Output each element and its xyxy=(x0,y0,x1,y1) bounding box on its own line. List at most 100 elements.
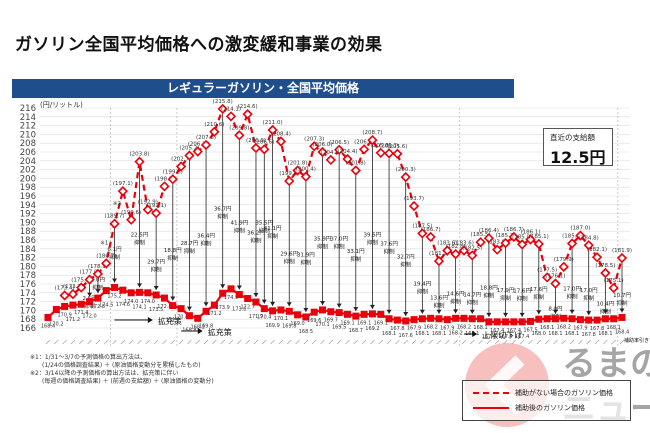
data-point-with-subsidy xyxy=(94,294,102,302)
data-label-with-subsidy: 168.1 xyxy=(548,331,562,337)
subsidy-label: 37.6円 xyxy=(380,241,398,248)
data-point-with-subsidy xyxy=(252,298,260,306)
data-label-with-subsidy: 169.8 xyxy=(282,323,296,329)
subsidy-label: 抑制 xyxy=(267,232,279,240)
data-point-without-subsidy xyxy=(475,237,486,248)
data-label-without-subsidy: (182.8) xyxy=(446,244,466,250)
data-label-without-subsidy: (185.1) xyxy=(529,234,549,240)
data-label-with-subsidy: 171.4 xyxy=(74,310,88,316)
data-label-without-subsidy: (208.4) xyxy=(271,131,291,137)
dashed-line-swatch-icon xyxy=(473,392,509,394)
data-point-with-subsidy xyxy=(618,313,626,321)
subsidy-arrowhead xyxy=(170,296,176,301)
data-point-with-subsidy xyxy=(443,316,451,324)
y-tick-label: 168 xyxy=(20,315,36,325)
x-tick xyxy=(361,339,367,345)
subsidy-label: 抑制 xyxy=(300,258,312,266)
data-label-with-subsidy: 173.6 xyxy=(232,307,246,313)
data-label-without-subsidy: (184.8) xyxy=(579,235,599,241)
data-point-without-subsidy xyxy=(67,288,79,300)
subsidy-label: 14.6円 xyxy=(447,291,465,298)
data-point-with-subsidy xyxy=(526,317,534,325)
x-tick xyxy=(104,339,109,345)
data-label-without-subsidy: (197.1) xyxy=(113,181,133,187)
x-tick xyxy=(386,339,392,345)
data-label-without-subsidy: (215.8) xyxy=(213,99,233,105)
data-point-without-subsidy xyxy=(600,267,611,279)
x-tick xyxy=(228,339,234,345)
data-point-without-subsidy xyxy=(541,272,553,283)
legend-label: 補助後のガソリン価格 xyxy=(515,404,585,412)
data-point-with-subsidy xyxy=(385,315,393,323)
data-point-with-subsidy xyxy=(452,314,460,322)
data-point-without-subsidy xyxy=(583,240,594,251)
data-label-without-subsidy: (200.3) xyxy=(396,167,416,173)
data-label-without-subsidy: (180.7) xyxy=(96,253,116,259)
x-tick xyxy=(495,339,500,345)
data-label-with-subsidy: 168.4 xyxy=(41,323,55,329)
data-label-with-subsidy: 169.6 xyxy=(307,318,321,324)
y-tick-label: 204 xyxy=(20,157,36,167)
subsidy-arrowhead xyxy=(503,312,509,317)
x-tick xyxy=(403,339,408,345)
subsidy-arrowhead xyxy=(369,304,375,309)
footnote-line: ※2：3/14以降の予測価格の算出方法は、拡充策に伴い xyxy=(30,370,179,377)
data-label-without-subsidy: (186.4) xyxy=(479,228,499,234)
data-point-with-subsidy xyxy=(393,316,401,324)
y-tick-label: 202 xyxy=(20,166,36,176)
data-point-with-subsidy xyxy=(360,310,368,318)
data-point-without-subsidy xyxy=(217,103,228,115)
legend-label: 補助がない場合のガソリン価格 xyxy=(515,389,613,397)
data-point-without-subsidy xyxy=(350,165,361,176)
data-point-without-subsidy xyxy=(225,111,237,122)
y-tick-label: 172 xyxy=(20,298,36,308)
data-label-with-subsidy: 172.7 xyxy=(240,305,254,311)
data-label-without-subsidy: (175.2) xyxy=(71,278,91,284)
data-label-with-subsidy: 170.4 xyxy=(174,315,188,321)
data-label-without-subsidy: (182.5) xyxy=(462,245,482,251)
data-point-without-subsidy xyxy=(234,130,245,141)
data-point-with-subsidy xyxy=(111,284,119,292)
data-label-without-subsidy: (204.2) xyxy=(321,150,341,156)
data-point-with-subsidy xyxy=(551,315,559,323)
data-label-without-subsidy: (207.3) xyxy=(304,136,324,142)
series-line-with-subsidy xyxy=(47,286,623,323)
data-point-with-subsidy xyxy=(468,315,476,323)
x-tick xyxy=(561,339,566,345)
chart-banner: レギュラーガソリン・全国平均価格 xyxy=(12,79,514,98)
data-point-without-subsidy xyxy=(375,147,386,159)
price-chart: 1661681701721741761781801821841861881901… xyxy=(20,99,650,348)
data-label-with-subsidy: 172.0 xyxy=(82,314,96,320)
x-tick xyxy=(436,339,442,345)
x-tick xyxy=(45,339,51,345)
x-tick xyxy=(461,339,467,345)
x-tick xyxy=(569,339,575,345)
latest-subsidy-value: 12.5円 xyxy=(550,148,606,167)
data-label-with-subsidy: 167.4 xyxy=(490,328,504,334)
data-point-without-subsidy xyxy=(575,230,586,241)
data-point-with-subsidy xyxy=(568,315,576,323)
y-tick-label: 196 xyxy=(20,192,36,202)
data-label-without-subsidy: (205.2) xyxy=(179,146,199,152)
x-tick xyxy=(178,339,184,345)
data-label-with-subsidy: 167.9 xyxy=(407,326,421,332)
x-tick xyxy=(145,339,151,345)
data-point-with-subsidy xyxy=(69,301,77,309)
data-label-with-subsidy: 167.4 xyxy=(515,334,529,340)
subsidy-label: 抑制 xyxy=(92,283,104,291)
data-point-with-subsidy xyxy=(543,315,551,323)
data-point-with-subsidy xyxy=(202,307,210,315)
latest-subsidy-label: 直近の支給額 xyxy=(550,133,595,142)
subsidy-arrowhead xyxy=(419,309,425,314)
annotation-label: 拡充策 xyxy=(208,327,232,337)
data-point-without-subsidy xyxy=(550,278,561,289)
x-tick xyxy=(54,339,59,345)
data-label-without-subsidy: (186.1) xyxy=(520,230,540,236)
x-tick xyxy=(62,339,67,345)
x-tick xyxy=(486,339,492,345)
data-label-with-subsidy: 168.1 xyxy=(415,331,429,337)
data-label-with-subsidy: 174.1 xyxy=(132,304,146,310)
data-label-without-subsidy: (185.2) xyxy=(562,234,582,240)
subsidy-arrowhead xyxy=(87,292,93,297)
x-tick xyxy=(112,339,117,345)
